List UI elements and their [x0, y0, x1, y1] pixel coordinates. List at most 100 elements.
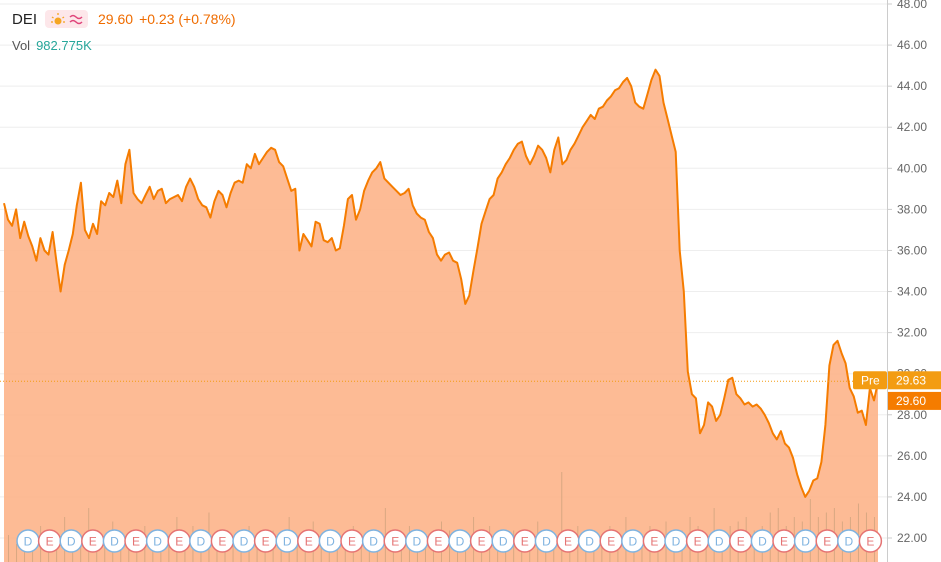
volume-bar [232, 544, 234, 562]
y-tick-label: 34.00 [897, 285, 927, 299]
dividend-marker[interactable]: D [361, 529, 386, 553]
dividend-marker[interactable]: D [275, 529, 299, 553]
event-marker-label: D [801, 535, 810, 549]
y-tick-label: 40.00 [897, 161, 927, 175]
dividend-marker[interactable]: D [664, 529, 688, 553]
price-change: +0.23 (+0.78%) [139, 11, 236, 27]
event-marker-label: D [585, 535, 594, 549]
earnings-marker[interactable]: E [210, 529, 235, 553]
y-tick-label: 48.00 [897, 0, 927, 11]
volume-readout: Vol 982.775K [12, 38, 92, 53]
dividend-marker[interactable]: D [621, 529, 645, 553]
dividend-marker[interactable]: D [59, 529, 83, 553]
pre-tag-value: 29.63 [896, 373, 926, 387]
volume-bar [168, 544, 170, 562]
event-marker-label: E [218, 535, 226, 549]
y-tick-label: 38.00 [897, 202, 927, 216]
volume-bar [641, 535, 643, 562]
earnings-marker[interactable]: E [124, 529, 148, 553]
dividend-marker[interactable]: D [448, 529, 472, 553]
dividend-marker[interactable]: D [318, 529, 343, 553]
dividend-marker[interactable]: D [750, 529, 775, 553]
earnings-marker[interactable]: E [340, 529, 364, 553]
price-tag-value: 29.60 [896, 394, 926, 408]
event-marker-label: E [564, 535, 572, 549]
event-marker-label: E [434, 535, 442, 549]
earnings-marker[interactable]: E [383, 529, 407, 553]
earnings-marker[interactable]: E [556, 529, 580, 553]
event-marker-label: E [46, 535, 54, 549]
volume-bar [360, 535, 362, 562]
event-marker-label: D [326, 535, 335, 549]
event-marker-label: D [456, 535, 465, 549]
dividend-marker[interactable]: D [232, 529, 256, 553]
chart-header: DEI 29.60 +0.23 (+0.78%) [12, 10, 236, 28]
volume-bar [32, 548, 34, 562]
price-line [3, 68, 879, 498]
dividend-marker[interactable]: D [491, 529, 515, 553]
earnings-marker[interactable]: E [426, 529, 451, 553]
pre-tag-label-bg [853, 371, 887, 390]
event-marker-label: D [542, 535, 551, 549]
volume-bar [857, 503, 859, 562]
y-tick-label: 26.00 [897, 449, 927, 463]
earnings-marker[interactable]: E [772, 529, 796, 553]
event-marker-label: E [650, 535, 658, 549]
event-marker-label: D [153, 535, 162, 549]
sun-icon [51, 13, 66, 25]
event-marker-label: E [391, 535, 399, 549]
dividend-marker[interactable]: D [534, 529, 559, 553]
price-axis-bg [888, 0, 941, 562]
event-marker-label: D [628, 535, 637, 549]
volume-bar [553, 539, 555, 562]
earnings-marker[interactable]: E [729, 529, 753, 553]
earnings-marker[interactable]: E [858, 529, 883, 553]
volume-bar [529, 544, 531, 562]
event-marker-label: E [262, 535, 270, 549]
dividend-marker[interactable]: D [102, 529, 127, 553]
dividend-marker[interactable]: D [707, 529, 731, 553]
volume-bar [48, 544, 50, 562]
event-marker-label: E [780, 535, 788, 549]
dividend-marker[interactable]: D [793, 529, 818, 553]
dividend-marker[interactable]: D [837, 529, 861, 553]
earnings-marker[interactable]: E [37, 529, 62, 553]
volume-bar [264, 544, 266, 562]
event-marker-label: D [715, 535, 724, 549]
y-tick-label: 28.00 [897, 408, 927, 422]
earnings-marker[interactable]: E [642, 529, 667, 553]
volume-bar [120, 544, 122, 562]
volume-bar [80, 544, 82, 562]
earnings-marker[interactable]: E [599, 529, 623, 553]
event-marker-label: D [369, 535, 378, 549]
event-marker-label: E [737, 535, 745, 549]
symbol-label[interactable]: DEI [12, 10, 38, 28]
status-badge[interactable] [45, 10, 89, 28]
price-area [4, 69, 878, 562]
y-tick-label: 24.00 [897, 490, 927, 504]
earnings-marker[interactable]: E [815, 529, 839, 553]
earnings-marker[interactable]: E [297, 529, 321, 553]
y-tick-label: 44.00 [897, 79, 927, 93]
earnings-marker[interactable]: E [253, 529, 278, 553]
pre-tag-label: Pre [861, 373, 880, 387]
dividend-marker[interactable]: D [189, 529, 213, 553]
earnings-marker[interactable]: E [81, 529, 105, 553]
event-marker-label: E [607, 535, 615, 549]
y-tick-label: 36.00 [897, 243, 927, 257]
dividend-marker[interactable]: D [577, 529, 602, 553]
volume-bar [56, 539, 58, 562]
event-marker-label: E [89, 535, 97, 549]
earnings-marker[interactable]: E [685, 529, 710, 553]
event-marker-label: E [175, 535, 183, 549]
dividend-marker[interactable]: D [145, 529, 170, 553]
dividend-marker[interactable]: D [16, 529, 40, 553]
dividend-marker[interactable]: D [405, 529, 429, 553]
event-marker-label: D [844, 535, 853, 549]
earnings-marker[interactable]: E [167, 529, 191, 553]
earnings-marker[interactable]: E [469, 529, 494, 553]
price-tag-bg [888, 391, 941, 410]
earnings-marker[interactable]: E [513, 529, 537, 553]
volume-value: 982.775K [36, 38, 92, 53]
